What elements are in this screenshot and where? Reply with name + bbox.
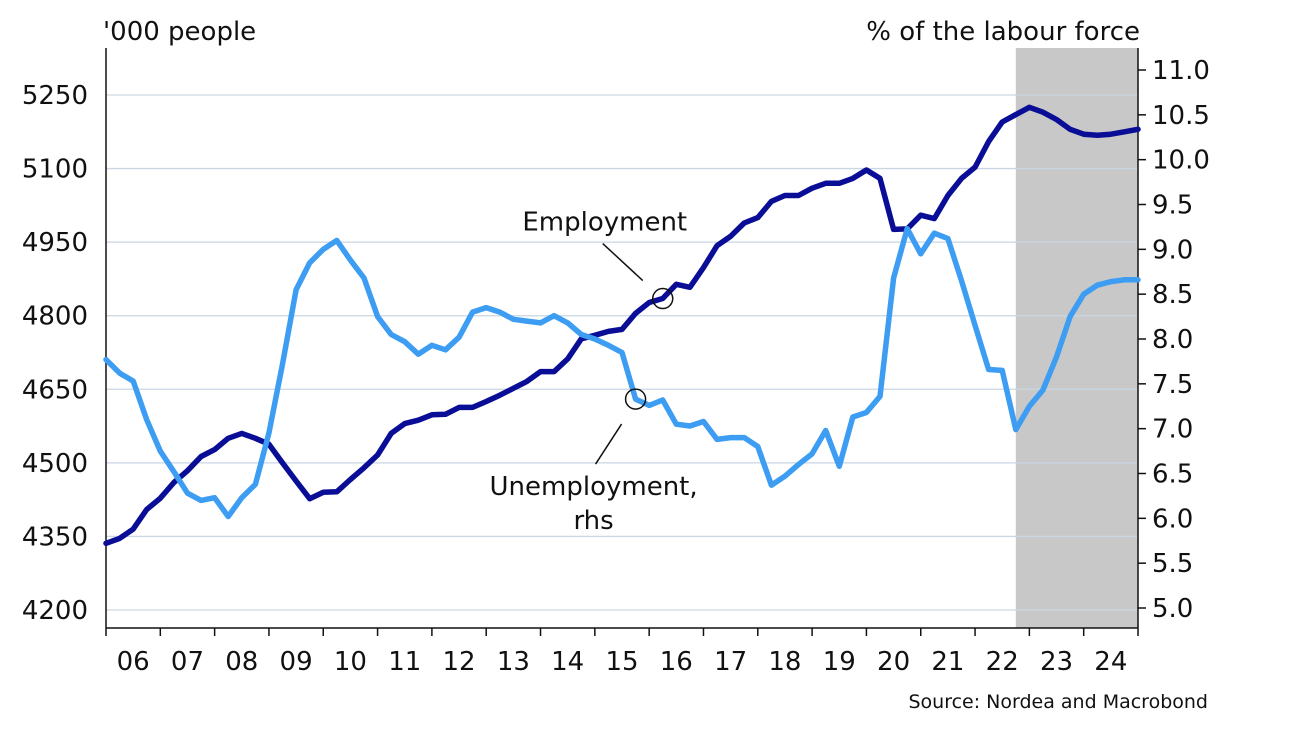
annotations: Employment Unemployment, rhs (490, 208, 698, 537)
x-tick-label: 14 (551, 647, 584, 677)
right-axis-unit-label: % of the labour force (866, 17, 1140, 47)
x-tick-label: 18 (768, 647, 801, 677)
x-tick-label: 12 (443, 647, 476, 677)
y-left-tick-label: 4500 (22, 449, 88, 479)
unemployment-annotation-label: Unemployment, (490, 472, 698, 502)
source-note: Source: Nordea and Macrobond (908, 691, 1208, 713)
unemployment-annotation-leader (594, 423, 623, 465)
y-left-tick-label: 5100 (22, 155, 88, 185)
y-left-tick-label: 4200 (22, 596, 88, 626)
x-tick-label: 15 (605, 647, 638, 677)
unemployment-line (103, 225, 1141, 520)
y-right-tick-label: 10.5 (1152, 101, 1210, 131)
x-tick-label: 09 (280, 647, 313, 677)
y-right-tick-label: 5.5 (1152, 549, 1193, 579)
y-right-tick-label: 9.0 (1152, 235, 1193, 265)
y-left-tick-label: 5250 (22, 81, 88, 111)
unemployment-annotation-marker (624, 388, 647, 410)
x-tick-label: 19 (823, 647, 856, 677)
unemployment-annotation-label: rhs (573, 506, 613, 536)
forecast-shading (1015, 48, 1138, 628)
employment-annotation-label: Employment (522, 208, 687, 238)
y-right-tick-label: 9.5 (1152, 191, 1193, 221)
y-right-tick-label: 11.0 (1152, 56, 1210, 86)
y-left-tick-label: 4800 (22, 302, 88, 332)
y-right-tick-label: 5.0 (1152, 594, 1193, 624)
x-tick-label: 16 (660, 647, 693, 677)
employment-annotation-marker (651, 287, 674, 310)
x-tick-label: 07 (171, 647, 204, 677)
y-right-tick-label: 7.5 (1152, 370, 1193, 400)
y-left-tick-label: 4350 (22, 522, 88, 552)
x-tick-label: 08 (225, 647, 258, 677)
y-left-tick-label: 4650 (22, 375, 88, 405)
x-tick-label: 24 (1094, 647, 1127, 677)
x-tick-label: 13 (497, 647, 530, 677)
x-tick-label: 10 (334, 647, 367, 677)
x-tick-label: 17 (714, 647, 747, 677)
left-axis-unit-label: '000 people (103, 17, 256, 47)
x-tick-label: 21 (931, 647, 964, 677)
x-tick-label: 20 (877, 647, 910, 677)
x-tick-label: 11 (388, 647, 421, 677)
series-layer (103, 104, 1141, 547)
tick-labels: 4200 4350 4500 4650 4800 4950 5100 5250 5.0 5.5 6.… (22, 56, 1210, 677)
x-tick-label: 06 (117, 647, 150, 677)
y-right-tick-label: 6.5 (1152, 460, 1193, 490)
axes (105, 48, 1146, 636)
y-right-tick-label: 7.0 (1152, 415, 1193, 445)
y-right-tick-label: 10.0 (1152, 146, 1210, 176)
y-right-tick-label: 8.5 (1152, 280, 1193, 310)
employment-annotation-leader (602, 242, 644, 282)
y-right-tick-label: 8.0 (1152, 325, 1193, 355)
y-right-tick-label: 6.0 (1152, 504, 1193, 534)
employment-line (103, 104, 1141, 547)
forecast-shading-layer (1015, 48, 1138, 628)
x-tick-label: 22 (986, 647, 1019, 677)
y-left-tick-label: 4950 (22, 228, 88, 258)
x-tick-label: 23 (1040, 647, 1073, 677)
